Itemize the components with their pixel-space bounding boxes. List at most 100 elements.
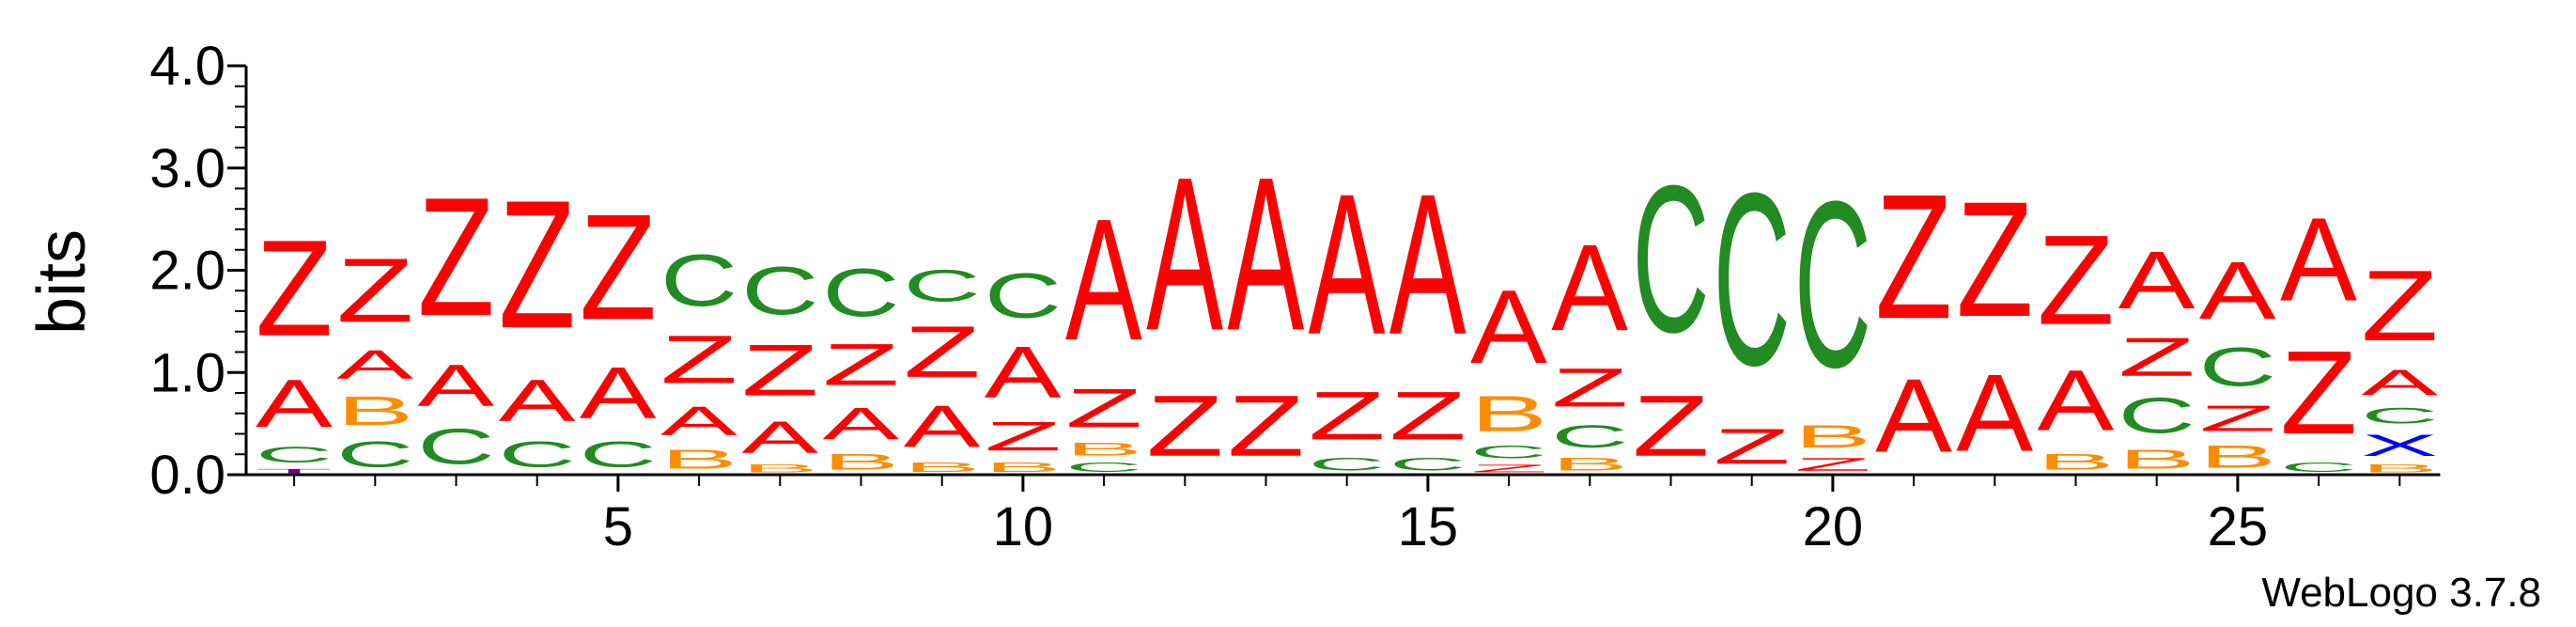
logo-letter-c: C <box>336 434 413 475</box>
logo-letter-c: C <box>1309 454 1386 475</box>
logo-letter-z: Z <box>1714 418 1791 475</box>
y-tick-label: 4.0 <box>149 36 225 97</box>
logo-stacks: TCAZCBAZCAZCAZCAZBAZCBAZCBAZCBAZCBZACCBZ… <box>256 132 2438 475</box>
logo-letter-a: A <box>741 412 819 462</box>
logo-letter-z: Z <box>1470 462 1547 475</box>
logo-letter-c: C <box>580 434 657 475</box>
logo-column: AZ <box>1875 157 1952 475</box>
logo-column: ZA <box>1146 132 1223 475</box>
logo-column: ZC <box>1714 141 1791 475</box>
logo-letter-c: C <box>904 259 981 310</box>
logo-letter-b: B <box>1065 439 1142 460</box>
logo-letter-z: Z <box>741 330 818 411</box>
logo-letter-z: Z <box>417 162 494 351</box>
logo-letter-a: A <box>580 352 657 433</box>
logo-letter-b: B <box>904 460 981 475</box>
logo-letter-z: Z <box>822 332 899 398</box>
logo-column: CZA <box>1309 151 1386 475</box>
logo-letter-c: C <box>1065 460 1142 475</box>
logo-column: CZA <box>1389 151 1466 475</box>
y-tick-label: 0.0 <box>149 445 225 506</box>
logo-letter-c: C <box>660 240 737 321</box>
logo-letter-z: Z <box>1309 377 1386 453</box>
logo-letter-z: Z <box>256 212 333 365</box>
logo-letter-a: A <box>2199 244 2276 337</box>
logo-letter-z: Z <box>336 240 413 341</box>
logo-letter-a: A <box>256 366 334 442</box>
logo-letter-c: C <box>822 256 899 332</box>
logo-letter-c: C <box>256 443 333 468</box>
logo-letter-a: A <box>822 398 900 448</box>
y-axis: 0.0 1.0 2.0 3.0 4.0 <box>149 36 248 506</box>
x-tick-label: 25 <box>2208 496 2269 557</box>
logo-column: ZA <box>1227 132 1304 475</box>
logo-letter-b: B <box>2037 449 2114 475</box>
logo-letter-a: A <box>1309 151 1386 376</box>
logo-letter-a: A <box>2280 194 2357 326</box>
logo-letter-x: X <box>2361 429 2438 462</box>
logo-letter-a: A <box>499 368 576 434</box>
logo-letter-z: Z <box>1389 377 1466 453</box>
logo-letter-a: A <box>1875 357 1952 475</box>
logo-letter-c: C <box>2361 403 2438 429</box>
logo-letter-c: C <box>985 259 1062 331</box>
logo-letter-z: Z <box>2037 209 2114 352</box>
logo-letter-z: Z <box>580 183 657 352</box>
logo-letter-z: Z <box>1551 357 1628 418</box>
logo-letter-a: A <box>1470 268 1547 385</box>
logo-letter-z: Z <box>2118 326 2196 387</box>
logo-letter-a: A <box>336 342 414 388</box>
logo-letter-a: A <box>417 352 494 418</box>
logo-letter-a: A <box>1389 151 1466 376</box>
logo-letter-z: Z <box>1875 157 1952 356</box>
x-tick-label: 10 <box>993 496 1054 557</box>
logo-column: CAZ <box>417 162 494 475</box>
logo-letter-c: C <box>1389 454 1466 475</box>
logo-letter-c: C <box>2118 388 2196 444</box>
logo-letter-b: B <box>822 449 899 475</box>
logo-letter-z: Z <box>1146 378 1223 474</box>
logo-letter-c: C <box>2280 460 2357 475</box>
logo-letter-b: B <box>1551 454 1628 475</box>
logo-column: ZBC <box>1794 153 1871 475</box>
logo-letter-c: C <box>1551 418 1628 454</box>
logo-letter-z: Z <box>2280 326 2357 459</box>
logo-letter-b: B <box>985 460 1062 475</box>
logo-letter-t: T <box>256 467 333 475</box>
logo-letter-a: A <box>1065 183 1142 377</box>
logo-letter-c: C <box>417 418 494 474</box>
logo-letter-z: Z <box>660 321 737 397</box>
logo-letter-a: A <box>1551 218 1628 356</box>
logo-letter-b: B <box>1794 418 1871 454</box>
logo-letter-a: A <box>985 331 1062 413</box>
logo-letter-z: Z <box>1956 168 2033 352</box>
logo-letter-c: C <box>2199 337 2276 398</box>
logo-letter-b: B <box>2361 462 2438 475</box>
logo-letter-z: Z <box>904 312 981 393</box>
logo-letter-c: C <box>741 254 818 330</box>
logo-column: ZC <box>1632 142 1709 475</box>
logo-letter-b: B <box>2118 444 2196 475</box>
logo-letter-b: B <box>336 387 413 433</box>
logo-letter-a: A <box>2037 352 2115 448</box>
logo-letter-c: C <box>1632 142 1709 376</box>
logo-letter-a: A <box>2118 234 2196 326</box>
logo-letter-z: Z <box>1227 378 1304 474</box>
logo-column: AZ <box>1956 168 2033 475</box>
y-axis-label: bits <box>24 229 100 335</box>
logo-letter-b: B <box>1470 386 1547 443</box>
logo-letter-b: B <box>741 462 818 475</box>
